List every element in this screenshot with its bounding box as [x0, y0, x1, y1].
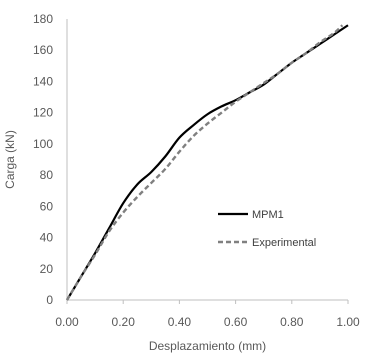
legend-label: MPM1 [252, 209, 284, 221]
y-tick-label: 40 [40, 231, 54, 245]
x-tick-label: 0.80 [280, 315, 304, 329]
x-tick-label: 0.00 [55, 315, 79, 329]
x-tick-label: 0.40 [168, 315, 192, 329]
y-tick-label: 20 [40, 262, 54, 276]
x-tick-label: 0.60 [224, 315, 248, 329]
axes: 0 20 40 60 80 100 120 140 160 180 0.00 0.20 0.40 0.60… [33, 12, 360, 329]
x-tick-label: 1.00 [336, 315, 360, 329]
y-tick-label: 100 [33, 137, 53, 151]
y-tick-label: 80 [40, 168, 54, 182]
y-axis-title: Carga (kN) [3, 130, 17, 189]
series-lines [65, 24, 349, 301]
y-tick-label: 0 [46, 293, 53, 307]
series-line-experimental [65, 24, 344, 301]
y-tick-label: 60 [40, 199, 54, 213]
series-line-mpm1 [66, 24, 349, 301]
legend-label: Experimental [252, 237, 316, 249]
y-tick-label: 140 [33, 74, 53, 88]
legend: MPM1 Experimental [218, 209, 316, 249]
y-tick-label: 120 [33, 106, 53, 120]
x-tick-label: 0.20 [112, 315, 136, 329]
y-tick-label: 160 [33, 43, 53, 57]
y-tick-label: 180 [33, 12, 53, 26]
x-axis-title: Desplazamiento (mm) [149, 339, 266, 353]
